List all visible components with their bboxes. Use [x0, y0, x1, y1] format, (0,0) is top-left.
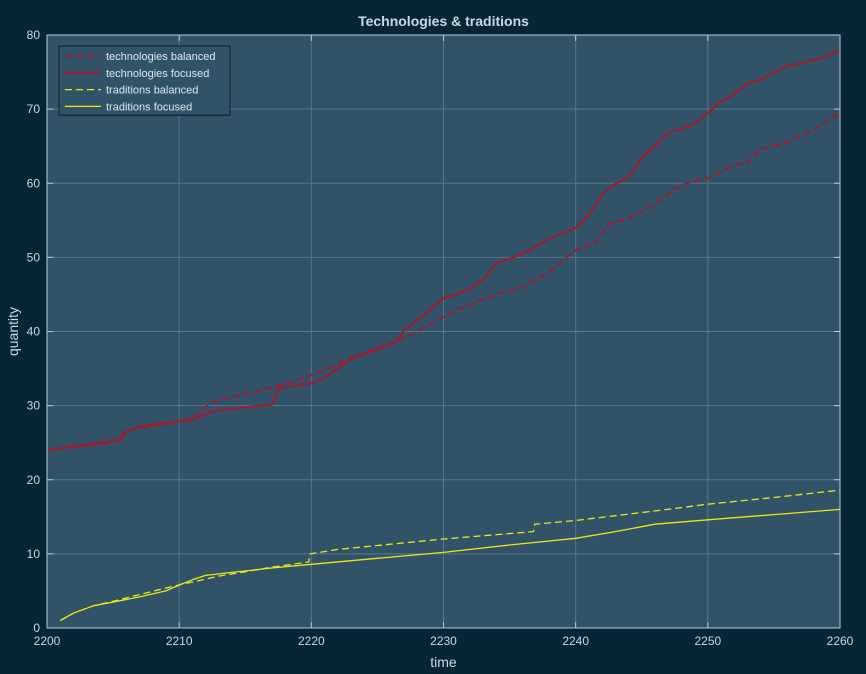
y-tick-label: 40 [27, 325, 41, 339]
y-tick-label: 0 [33, 621, 40, 635]
y-tick-label: 60 [27, 176, 41, 190]
x-tick-label: 2200 [34, 634, 61, 648]
x-tick-label: 2240 [562, 634, 589, 648]
ticks: 2200 2210 2220 2230 2240 2250 2260 0 10 20 30 40 50 6… [27, 28, 854, 648]
legend-label: technologies focused [106, 68, 209, 80]
x-tick-label: 2260 [827, 634, 854, 648]
legend: technologies balanced technologies focuse… [58, 45, 231, 116]
series-line-technologies-focused [46, 48, 841, 452]
y-tick-label: 80 [27, 28, 41, 42]
series-layer [46, 48, 841, 622]
series-line-traditions-focused [59, 508, 841, 622]
legend-label: technologies balanced [106, 51, 215, 63]
y-axis-label: quantity [5, 307, 21, 356]
y-tick-label: 50 [27, 250, 41, 264]
chart-title: Technologies & traditions [358, 13, 529, 29]
y-tick-label: 70 [27, 102, 41, 116]
legend-label: traditions focused [106, 101, 192, 113]
y-tick-label: 30 [27, 399, 41, 413]
x-tick-label: 2230 [430, 634, 457, 648]
series-line-technologies-balanced [46, 111, 841, 452]
legend-label: traditions balanced [106, 85, 198, 97]
legend-box [58, 45, 231, 116]
x-tick-label: 2210 [166, 634, 193, 648]
x-axis-label: time [430, 654, 457, 670]
series-line-traditions-balanced [59, 489, 841, 622]
y-tick-label: 10 [27, 547, 41, 561]
x-tick-label: 2220 [298, 634, 325, 648]
x-tick-label: 2250 [694, 634, 721, 648]
y-tick-label: 20 [27, 473, 41, 487]
grid [47, 35, 840, 628]
